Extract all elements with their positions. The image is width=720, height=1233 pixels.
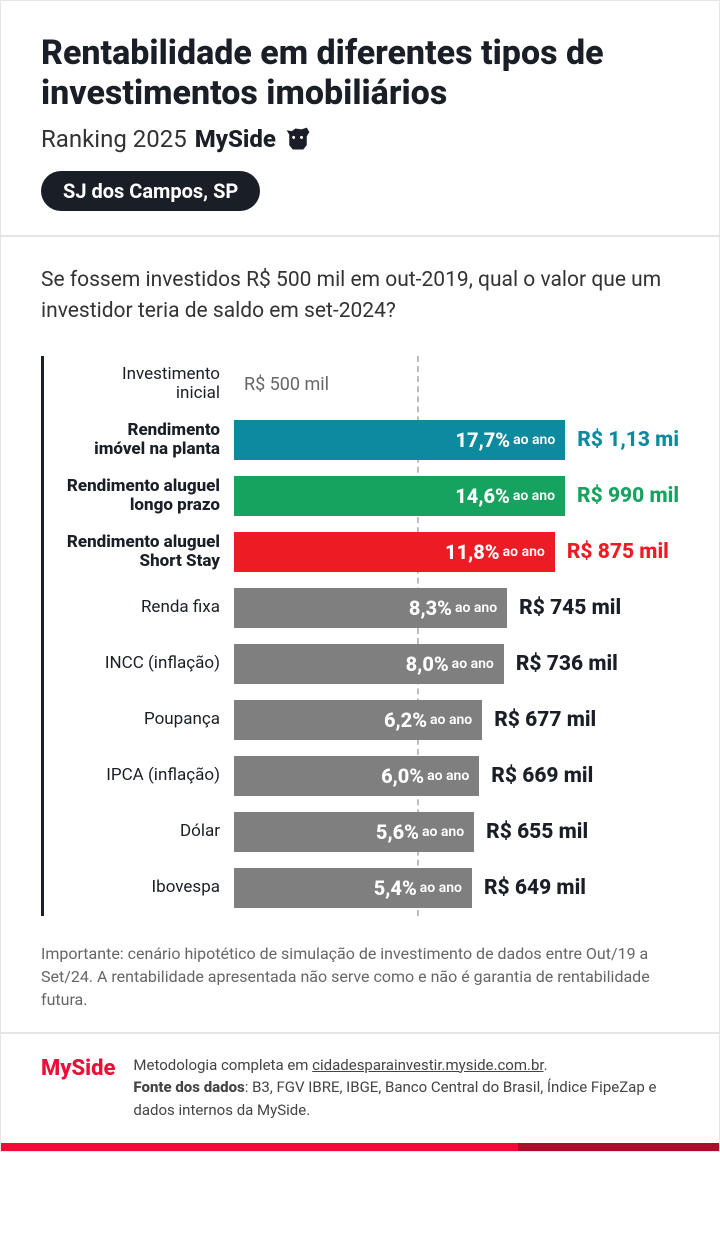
city-pill: SJ dos Campos, SP: [41, 171, 260, 211]
row-label: Rendimento aluguelShort Stay: [49, 533, 234, 572]
bar-chart: InvestimentoinicialR$ 500 milRendimentoi…: [41, 356, 679, 916]
footer: MySide Metodologia completa em cidadespa…: [1, 1032, 719, 1144]
ranking-label: Ranking 2025: [41, 125, 187, 153]
body-section: Se fossem investidos R$ 500 mil em out-2…: [1, 237, 719, 1031]
bottom-accent-bar: [1, 1143, 719, 1151]
value-label: R$ 649 mil: [484, 876, 586, 900]
row-label: INCC (inflação): [49, 654, 234, 674]
value-label: R$ 990 mil: [577, 484, 679, 508]
row-label: Ibovespa: [49, 878, 234, 898]
row-label: Rendimento aluguellongo prazo: [49, 477, 234, 516]
bar: 17,7% ao ano: [234, 420, 565, 460]
value-label: R$ 1,13 mi: [577, 428, 679, 452]
initial-value: R$ 500 mil: [244, 374, 329, 395]
value-label: R$ 677 mil: [494, 708, 596, 732]
row-label: Renda fixa: [49, 598, 234, 618]
methodology-suffix: .: [544, 1056, 548, 1074]
chart-row: Ibovespa5,4% ao anoR$ 649 mil: [234, 860, 679, 916]
subtitle-row: Ranking 2025 MySide: [41, 125, 679, 153]
infographic-card: Rentabilidade em diferentes tipos de inv…: [0, 0, 720, 1152]
chart-inner: InvestimentoinicialR$ 500 milRendimentoi…: [234, 356, 679, 916]
brand-name: MySide: [195, 125, 276, 153]
chart-row: Dólar5,6% ao anoR$ 655 mil: [234, 804, 679, 860]
row-label: Poupança: [49, 710, 234, 730]
dog-icon: [284, 125, 312, 153]
row-label: Rendimentoimóvel na planta: [49, 421, 234, 460]
source-label: Fonte dos dados: [133, 1078, 244, 1096]
bar: 11,8% ao ano: [234, 532, 555, 572]
value-label: R$ 736 mil: [516, 652, 618, 676]
chart-row: INCC (inflação)8,0% ao anoR$ 736 mil: [234, 636, 679, 692]
row-label: Dólar: [49, 822, 234, 842]
chart-row: Renda fixa8,3% ao anoR$ 745 mil: [234, 580, 679, 636]
chart-row: Poupança6,2% ao anoR$ 677 mil: [234, 692, 679, 748]
row-label: Investimentoinicial: [49, 365, 234, 404]
methodology-prefix: Metodologia completa em: [133, 1056, 312, 1074]
chart-row: InvestimentoinicialR$ 500 mil: [234, 356, 679, 412]
bar: 5,4% ao ano: [234, 868, 472, 908]
bar: 6,2% ao ano: [234, 700, 482, 740]
methodology-link[interactable]: cidadesparainvestir.myside.com.br: [312, 1056, 543, 1074]
footer-text: Metodologia completa em cidadesparainves…: [133, 1054, 679, 1122]
value-label: R$ 669 mil: [491, 764, 593, 788]
chart-row: IPCA (inflação)6,0% ao anoR$ 669 mil: [234, 748, 679, 804]
row-label: IPCA (inflação): [49, 766, 234, 786]
value-label: R$ 875 mil: [567, 540, 669, 564]
value-label: R$ 745 mil: [519, 596, 621, 620]
bar: 14,6% ao ano: [234, 476, 565, 516]
footnote-text: Importante: cenário hipotético de simula…: [41, 942, 679, 1012]
header: Rentabilidade em diferentes tipos de inv…: [1, 1, 719, 237]
value-label: R$ 655 mil: [486, 820, 588, 844]
bar: 6,0% ao ano: [234, 756, 479, 796]
chart-row: Rendimento aluguellongo prazo14,6% ao an…: [234, 468, 679, 524]
bar: 8,0% ao ano: [234, 644, 504, 684]
question-text: Se fossem investidos R$ 500 mil em out-2…: [41, 265, 679, 326]
chart-row: Rendimento aluguelShort Stay11,8% ao ano…: [234, 524, 679, 580]
chart-row: Rendimentoimóvel na planta17,7% ao anoR$…: [234, 412, 679, 468]
bar: 8,3% ao ano: [234, 588, 507, 628]
footer-brand: MySide: [41, 1054, 115, 1081]
main-title: Rentabilidade em diferentes tipos de inv…: [41, 33, 679, 113]
bar: 5,6% ao ano: [234, 812, 474, 852]
